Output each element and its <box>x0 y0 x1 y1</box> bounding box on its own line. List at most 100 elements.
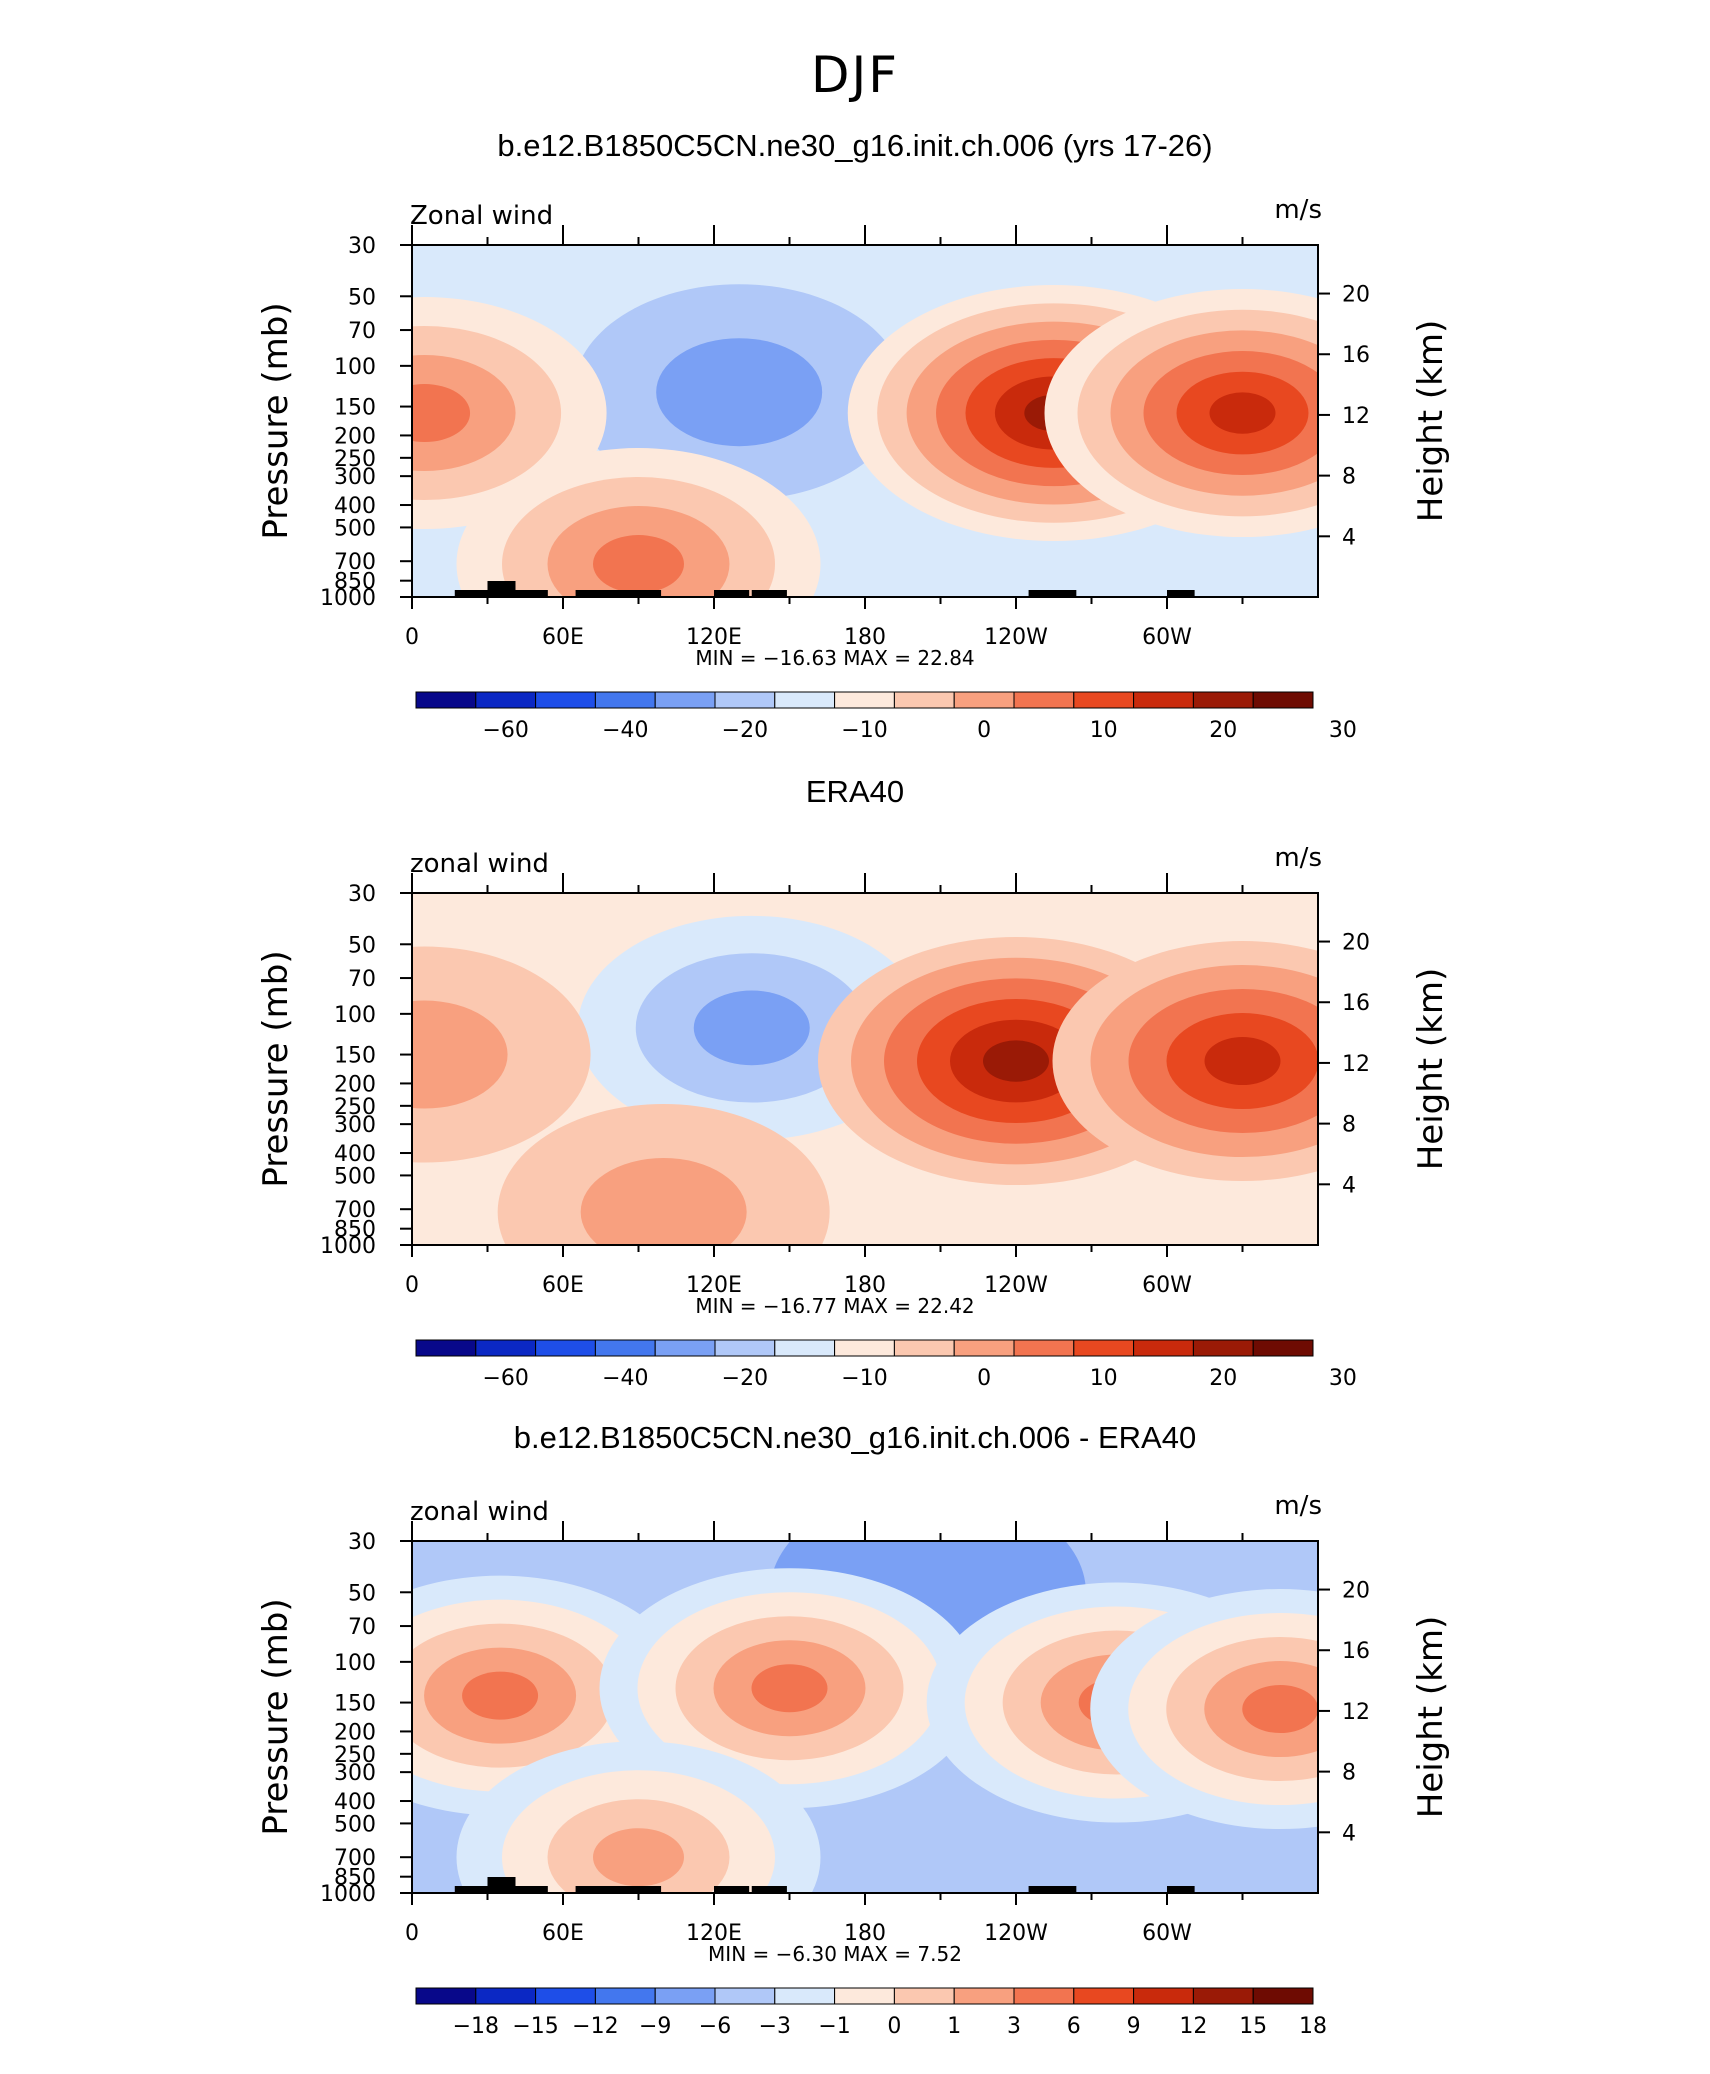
y-tick-label: 700 <box>334 550 376 575</box>
colorbar-tick-label: 1 <box>947 2014 961 2039</box>
colorbar-swatch <box>1133 1339 1194 1357</box>
colorbar-swatch <box>834 1987 895 2005</box>
colorbar-swatch <box>1073 1987 1135 2005</box>
land-mask <box>575 1886 662 1893</box>
y-tick-label: 1000 <box>320 1234 376 1259</box>
panel-1-title: b.e12.B1850C5CN.ne30_g16.init.ch.006 (yr… <box>497 128 1213 163</box>
x-tick-label: 120W <box>984 1921 1048 1946</box>
colorbar-swatch <box>893 691 955 709</box>
min-max-stats: MIN = −16.63 MAX = 22.84 <box>695 646 974 670</box>
colorbar-tick-label: 3 <box>1007 2014 1021 2039</box>
colorbar-tick-label: −20 <box>722 1366 768 1391</box>
colorbar-tick-label: 0 <box>977 1366 991 1391</box>
land-mask <box>714 1886 750 1893</box>
colorbar-swatch <box>893 1987 955 2005</box>
colorbar-tick-label: 6 <box>1067 2014 1081 2039</box>
colorbar-swatch <box>834 691 895 709</box>
y-tick-label: 500 <box>334 1812 376 1837</box>
colorbar: −60 −40 −20 −10 0 10 20 30 <box>415 691 1357 743</box>
colorbar-swatch <box>774 1339 836 1357</box>
y-tick-label: 700 <box>334 1846 376 1871</box>
units-label: m/s <box>1274 195 1322 225</box>
figure-title: DJF <box>810 46 899 104</box>
colorbar-tick-label: 12 <box>1179 2014 1207 2039</box>
y-tick-label: 30 <box>348 1530 376 1555</box>
colorbar-swatch <box>475 1339 537 1357</box>
colorbar-tick-label: −60 <box>482 718 528 743</box>
x-tick-label: 60E <box>542 1921 584 1946</box>
y2-axis-label: Height (km) <box>1411 320 1451 523</box>
y-tick-label: 300 <box>334 1113 376 1138</box>
y-tick-label: 850 <box>334 1218 376 1243</box>
colorbar-tick-label: 20 <box>1209 718 1237 743</box>
colorbar-swatch <box>535 691 596 709</box>
colorbar-tick-label: −18 <box>453 2014 499 2039</box>
contour-field <box>412 245 1318 597</box>
y-tick-label: 30 <box>348 234 376 259</box>
land-mask <box>487 581 516 597</box>
y2-tick-label: 20 <box>1342 1579 1370 1604</box>
y2-tick-label: 4 <box>1342 1173 1356 1198</box>
y-tick-label: 300 <box>334 465 376 490</box>
y-axis-label: Pressure (mb) <box>256 950 296 1187</box>
panel-3-title: b.e12.B1850C5CN.ne30_g16.init.ch.006 - E… <box>513 1420 1197 1455</box>
y-tick-label: 1000 <box>320 1882 376 1907</box>
y-axis-label: Pressure (mb) <box>256 302 296 539</box>
land-mask <box>751 1886 787 1893</box>
colorbar-tick-label: 9 <box>1127 2014 1141 2039</box>
contour-band <box>462 1671 539 1720</box>
x-tick-label: 120E <box>686 1921 742 1946</box>
y2-tick-label: 20 <box>1342 931 1370 956</box>
variable-label: Zonal wind <box>410 201 553 231</box>
y2-tick-label: 12 <box>1342 1052 1370 1077</box>
colorbar-swatch <box>535 1339 596 1357</box>
colorbar-swatch <box>1252 1339 1314 1357</box>
colorbar: −18 −15 −12 −9 −6 −3 −1 0 1 3 6 9 12 15 18 <box>415 1987 1327 2039</box>
colorbar-tick-label: 30 <box>1329 1366 1357 1391</box>
colorbar-tick-label: −10 <box>841 1366 887 1391</box>
contour-band <box>693 990 810 1066</box>
colorbar-tick-label: 10 <box>1090 718 1118 743</box>
y-tick-label: 70 <box>348 1615 376 1640</box>
colorbar-swatch <box>714 1987 776 2005</box>
colorbar-tick-label: −3 <box>759 2014 791 2039</box>
y-tick-label: 150 <box>334 1692 376 1717</box>
x-tick-label: 0 <box>405 1273 419 1298</box>
land-mask <box>714 590 750 597</box>
x-tick-label: 60W <box>1142 1921 1192 1946</box>
contour-band <box>580 1158 747 1245</box>
land-mask <box>575 590 662 597</box>
colorbar-swatch <box>1252 1987 1314 2005</box>
contour-band <box>593 535 684 594</box>
contour-band <box>412 1000 508 1109</box>
colorbar-swatch <box>415 1339 477 1357</box>
colorbar-tick-label: −40 <box>602 1366 648 1391</box>
colorbar-tick-label: 18 <box>1299 2014 1327 2039</box>
y-tick-label: 250 <box>334 1095 376 1120</box>
y-tick-label: 1000 <box>320 586 376 611</box>
y-tick-label: 50 <box>348 933 376 958</box>
y-tick-label: 400 <box>334 1790 376 1815</box>
units-label: m/s <box>1274 1491 1322 1521</box>
colorbar-swatch <box>654 691 716 709</box>
colorbar-swatch <box>1013 691 1075 709</box>
land-mask <box>1167 1886 1195 1893</box>
y-tick-label: 500 <box>334 1164 376 1189</box>
x-tick-label: 120E <box>686 1273 742 1298</box>
y-tick-label: 850 <box>334 1866 376 1891</box>
y-tick-label: 200 <box>334 1720 376 1745</box>
y-tick-label: 500 <box>334 516 376 541</box>
y-tick-label: 300 <box>334 1761 376 1786</box>
colorbar-tick-label: 20 <box>1209 1366 1237 1391</box>
colorbar-swatch <box>594 1339 656 1357</box>
colorbar-tick-label: −40 <box>602 718 648 743</box>
y2-tick-label: 4 <box>1342 1821 1356 1846</box>
colorbar-swatch <box>1013 1339 1075 1357</box>
y2-tick-label: 8 <box>1342 1761 1356 1786</box>
colorbar-tick-label: −1 <box>818 2014 850 2039</box>
y-tick-label: 150 <box>334 396 376 421</box>
x-tick-label: 60W <box>1142 625 1192 650</box>
colorbar-swatch <box>475 691 537 709</box>
colorbar-swatch <box>654 1339 716 1357</box>
